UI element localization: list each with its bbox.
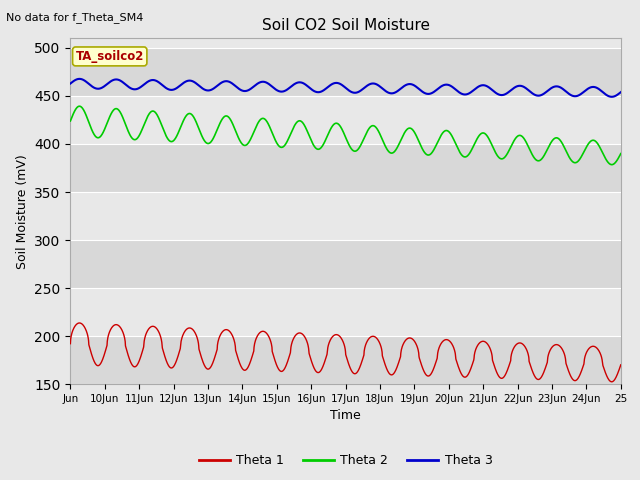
Bar [70, 240, 621, 288]
X-axis label: Time: Time [330, 409, 361, 422]
Bar [70, 288, 621, 336]
Bar [70, 48, 621, 96]
Bar [70, 144, 621, 192]
Bar [70, 192, 621, 240]
Title: Soil CO2 Soil Moisture: Soil CO2 Soil Moisture [262, 18, 429, 33]
Text: No data for f_Theta_SM4: No data for f_Theta_SM4 [6, 12, 144, 23]
Y-axis label: Soil Moisture (mV): Soil Moisture (mV) [16, 154, 29, 269]
Text: TA_soilco2: TA_soilco2 [76, 50, 144, 63]
Bar [70, 336, 621, 384]
Bar [70, 96, 621, 144]
Legend: Theta 1, Theta 2, Theta 3: Theta 1, Theta 2, Theta 3 [194, 449, 497, 472]
